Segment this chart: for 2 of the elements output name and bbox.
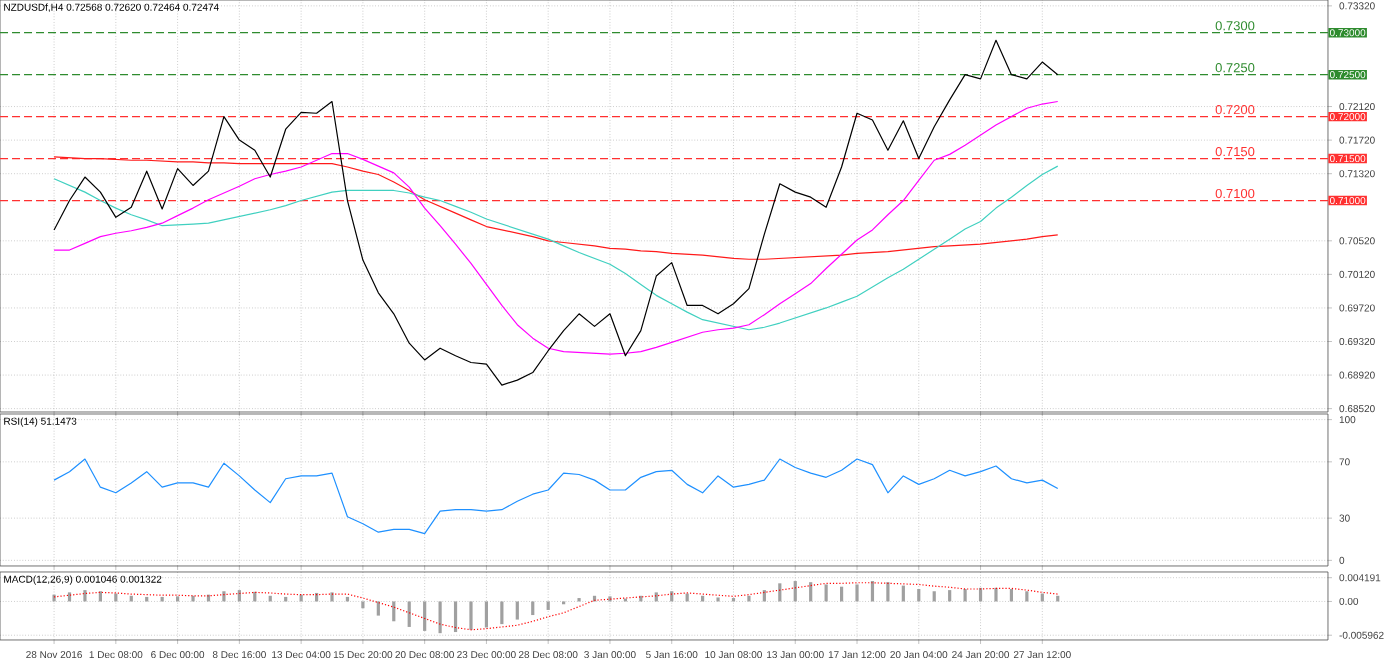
line-series <box>53 39 1059 386</box>
line-series <box>53 458 1059 535</box>
